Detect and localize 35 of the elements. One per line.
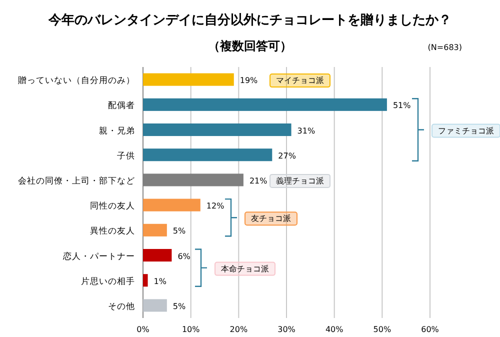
data-label: 21% — [249, 176, 268, 186]
y-tick-label: 同性の友人 — [90, 200, 135, 212]
text: (N=683) — [428, 43, 462, 52]
y-tick-label: 恋人・パートナー — [62, 250, 135, 262]
data-label: 6% — [178, 252, 191, 261]
data-label: 5% — [172, 226, 186, 236]
chart-title: 今年のバレンタインデイに自分以外にチョコレートを贈りましたか？ — [48, 13, 452, 28]
y-tick-label: 異性の友人 — [90, 226, 135, 237]
y-tick-label: その他 — [108, 300, 135, 312]
x-tick-label: 10% — [182, 325, 200, 334]
data-label: 19% — [240, 76, 258, 86]
x-tick-label: 60% — [421, 325, 440, 334]
data-label: 27% — [278, 151, 296, 160]
chart-subtitle: （複数回答可） — [208, 39, 292, 53]
y-tick-label: 親・兄弟 — [99, 125, 135, 136]
x-tick-label: 30% — [278, 325, 296, 334]
x-tick-label: 50% — [373, 325, 392, 334]
y-tick-label: 片思いの相手 — [81, 276, 135, 287]
annotation: 義理チョコ派 — [276, 176, 324, 186]
annotation: 友チョコ派 — [251, 214, 291, 224]
y-tick-label: 子供 — [117, 150, 135, 162]
x-tick-label: 0% — [136, 325, 150, 334]
annotation: マイチョコ派 — [276, 76, 324, 86]
annotation: 本命チョコ派 — [221, 264, 269, 274]
y-tick-label: 配偶者 — [108, 100, 135, 112]
text: ファミチョコ派 — [438, 126, 494, 136]
data-label: 31% — [297, 126, 316, 136]
data-label: 5% — [172, 302, 186, 311]
y-tick-label: 贈っていない（自分用のみ） — [18, 75, 135, 86]
x-tick-label: 20% — [230, 325, 248, 334]
x-tick-label: 40% — [325, 325, 344, 334]
data-label: 12% — [206, 202, 225, 211]
data-label: 1% — [154, 276, 167, 286]
y-tick-label: 会社の同僚・上司・部下など — [18, 175, 135, 186]
data-label: 51% — [392, 101, 412, 110]
